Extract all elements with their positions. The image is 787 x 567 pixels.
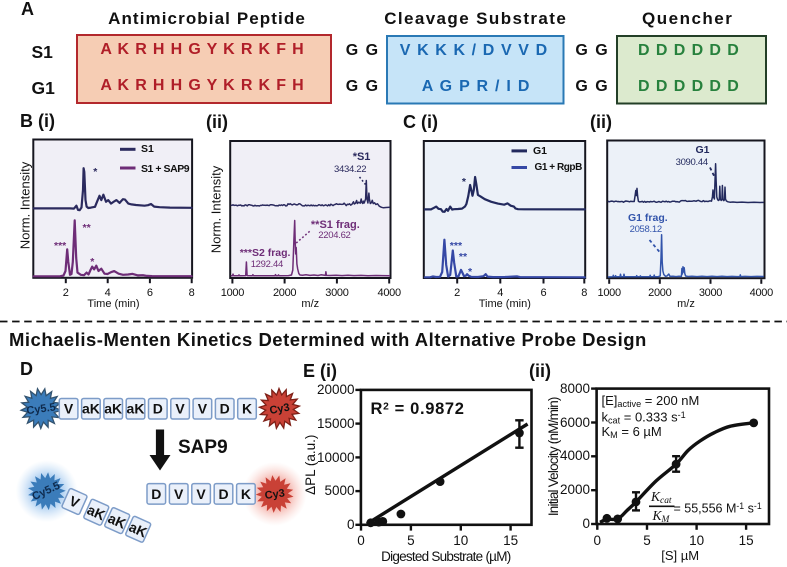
svg-text:Cy5.5: Cy5.5 xyxy=(26,401,57,417)
svg-text:Cy3: Cy3 xyxy=(269,402,291,417)
svg-text:D: D xyxy=(220,401,230,417)
svg-text:aK: aK xyxy=(127,519,150,541)
svg-text:K: K xyxy=(241,486,251,502)
svg-text:D: D xyxy=(151,486,161,502)
svg-text:V: V xyxy=(64,401,74,417)
svg-text:Cy3: Cy3 xyxy=(264,487,286,502)
svg-text:aK: aK xyxy=(104,401,122,417)
svg-text:V: V xyxy=(196,486,206,502)
svg-text:D: D xyxy=(218,486,228,502)
svg-text:aK: aK xyxy=(127,401,145,417)
svg-text:V: V xyxy=(174,486,184,502)
svg-text:aK: aK xyxy=(85,501,108,523)
svg-text:aK: aK xyxy=(106,510,129,532)
svg-text:V: V xyxy=(175,401,185,417)
svg-text:K: K xyxy=(242,401,252,417)
svg-text:D: D xyxy=(153,401,163,417)
svg-text:aK: aK xyxy=(82,401,100,417)
svg-text:V: V xyxy=(198,401,208,417)
